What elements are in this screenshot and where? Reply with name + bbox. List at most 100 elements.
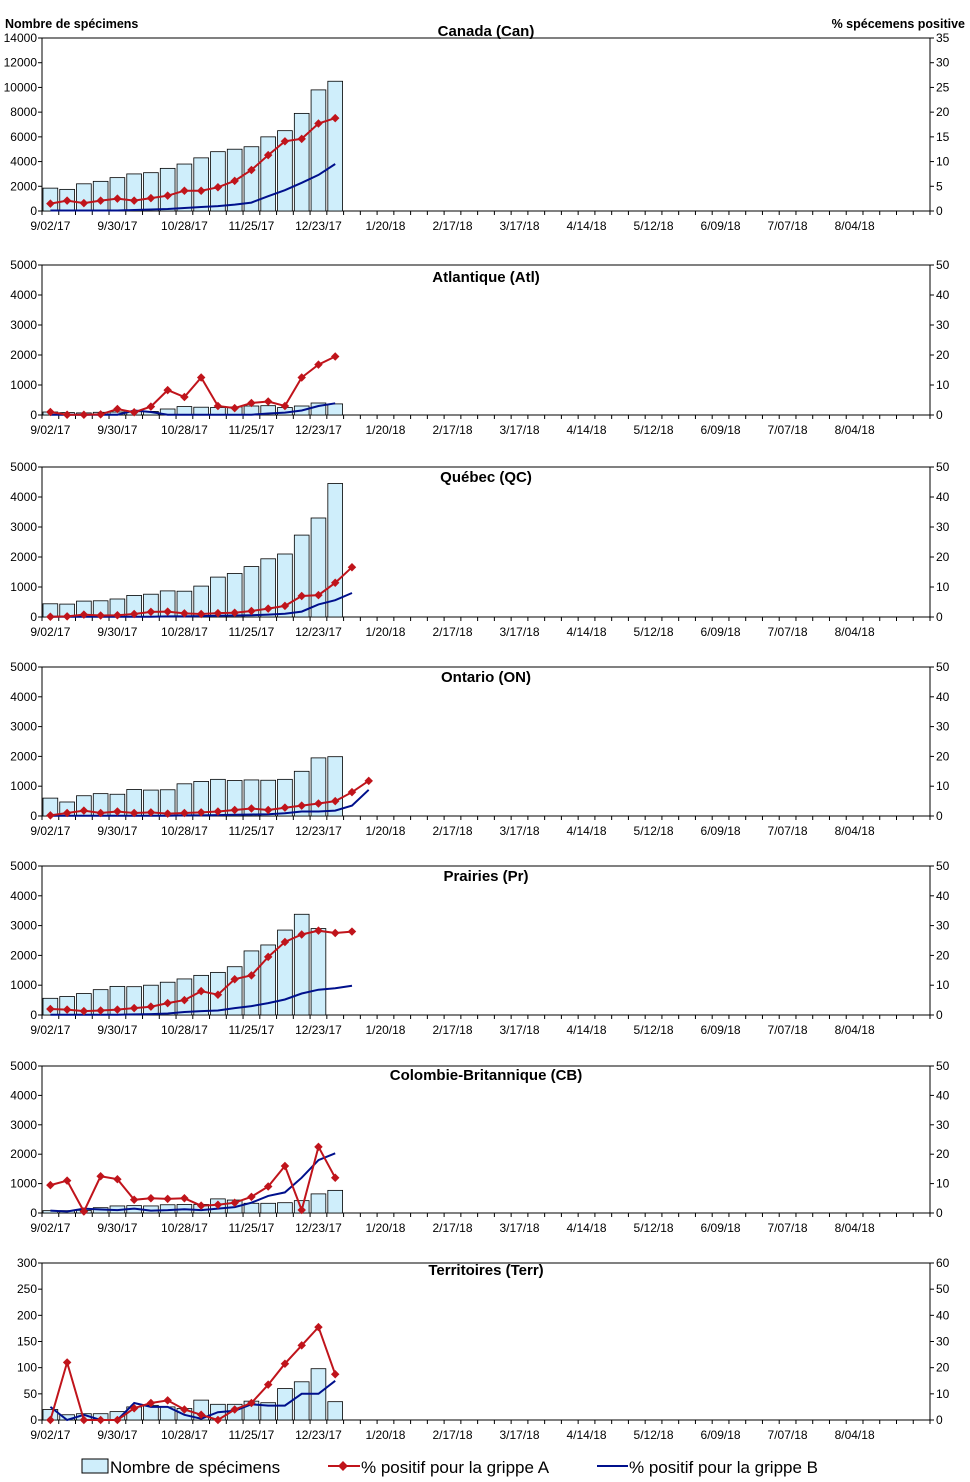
flu-a-point — [314, 799, 323, 808]
specimen-bar — [260, 1202, 276, 1214]
specimen-bar — [210, 151, 226, 212]
y2-tick-label: 20 — [936, 1147, 950, 1161]
specimen-bar — [260, 944, 276, 1016]
flu-a-point — [263, 805, 273, 815]
x-tick-label: 5/12/18 — [634, 423, 674, 437]
flu-a-point — [347, 787, 357, 797]
flu-a-point — [46, 407, 55, 417]
specimen-bar — [159, 167, 176, 212]
specimen-bar — [260, 779, 276, 817]
flu-a-point — [263, 1380, 273, 1389]
x-tick-label: 2/17/18 — [432, 1428, 472, 1442]
flu-a-point — [247, 165, 256, 175]
y2-tick-label: 0 — [936, 1206, 943, 1220]
x-tick-label: 4/14/18 — [567, 219, 607, 233]
x-tick-label: 9/02/17 — [30, 1221, 70, 1235]
y-tick-label: 2000 — [10, 550, 37, 564]
x-tick-label: 10/28/17 — [161, 1221, 208, 1235]
flu-a-point — [280, 137, 290, 146]
flu-a-point — [280, 401, 290, 411]
flu-a-point — [280, 1359, 290, 1368]
x-tick-label: 1/20/18 — [365, 824, 405, 838]
y2-tick-label: 50 — [936, 1282, 950, 1296]
x-tick-label: 12/23/17 — [295, 824, 342, 838]
x-tick-label: 11/25/17 — [229, 423, 275, 437]
x-tick-label: 5/12/18 — [634, 824, 674, 838]
x-tick-label: 2/17/18 — [432, 824, 472, 838]
y2-tick-label: 5 — [936, 179, 943, 193]
y2-tick-label: 20 — [936, 948, 950, 962]
x-tick-label: 3/17/18 — [499, 1428, 539, 1442]
y2-tick-label: 40 — [936, 690, 950, 704]
chart-title: Prairies (Pr) — [443, 868, 528, 885]
x-tick-label: 3/17/18 — [499, 625, 539, 639]
y2-tick-label: 50 — [936, 460, 950, 474]
y2-tick-label: 30 — [936, 520, 950, 534]
flu-b-line — [50, 1152, 336, 1213]
y2-tick-label: 10 — [936, 580, 950, 594]
x-tick-label: 4/14/18 — [567, 625, 607, 639]
specimen-bar — [327, 80, 343, 212]
x-tick-label: 9/30/17 — [97, 219, 137, 233]
flu-b-line — [50, 163, 336, 212]
flu-a-line — [50, 1144, 337, 1214]
x-tick-label: 10/28/17 — [161, 219, 208, 233]
y-tick-label: 3000 — [10, 1118, 37, 1132]
y2-tick-label: 10 — [936, 978, 950, 992]
specimen-bar — [327, 403, 343, 416]
x-tick-label: 5/12/18 — [634, 1023, 674, 1037]
flu-a-point — [280, 1161, 290, 1171]
specimen-bar — [277, 929, 293, 1016]
flu-a-point — [330, 928, 340, 938]
y-tick-label: 10000 — [4, 80, 38, 94]
specimen-bar — [310, 89, 327, 212]
y-tick-label: 4000 — [10, 1088, 37, 1102]
flu-a-point — [46, 199, 55, 208]
x-tick-label: 2/17/18 — [432, 1221, 472, 1235]
chart-atlantique-atl: Atlantique (Atl) 0 1000 2000 3000 4000 5000 0 10… — [10, 258, 949, 437]
y-tick-label: 200 — [17, 1308, 37, 1322]
flu-a-point — [314, 590, 323, 600]
flu-a-point — [314, 1142, 323, 1152]
y2-tick-label: 60 — [936, 1256, 950, 1270]
x-tick-label: 3/17/18 — [499, 1023, 539, 1037]
y-tick-label: 250 — [17, 1282, 37, 1296]
y2-tick-label: 30 — [936, 318, 950, 332]
y2-tick-label: 10 — [936, 1387, 950, 1401]
y2-tick-label: 40 — [936, 288, 950, 302]
y-tick-label: 2000 — [10, 179, 37, 193]
specimen-bar — [293, 1381, 310, 1421]
y-tick-label: 4000 — [10, 288, 37, 302]
x-tick-label: 4/14/18 — [567, 1023, 607, 1037]
x-tick-label: 8/04/18 — [835, 625, 875, 639]
y-tick-label: 3000 — [10, 919, 37, 933]
x-tick-label: 8/04/18 — [835, 1221, 875, 1235]
y2-tick-label: 20 — [936, 749, 950, 763]
legend-flu-a-label: % positif pour la grippe A — [361, 1458, 550, 1477]
flu-a-point — [297, 1341, 306, 1350]
y-tick-label: 2000 — [10, 948, 37, 962]
x-tick-label: 6/09/18 — [701, 1221, 741, 1235]
x-tick-label: 7/07/18 — [768, 1428, 808, 1442]
specimen-bar — [243, 566, 260, 618]
x-tick-label: 9/02/17 — [30, 219, 70, 233]
flu-a-point — [213, 183, 223, 192]
flu-a-point — [330, 113, 340, 123]
flu-a-point — [314, 926, 323, 935]
x-tick-label: 4/14/18 — [567, 824, 607, 838]
x-tick-label: 8/04/18 — [835, 1023, 875, 1037]
flu-a-point — [297, 373, 306, 382]
x-tick-label: 3/17/18 — [499, 219, 539, 233]
y-tick-label: 150 — [17, 1335, 37, 1349]
x-tick-label: 10/28/17 — [161, 1023, 208, 1037]
flu-a-point — [280, 803, 290, 812]
y2-tick-label: 10 — [936, 779, 950, 793]
y2-tick-label: 50 — [936, 859, 950, 873]
x-tick-label: 10/28/17 — [161, 423, 208, 437]
chart-title: Territoires (Terr) — [428, 1262, 543, 1279]
x-tick-label: 12/23/17 — [295, 1428, 342, 1442]
flu-a-point — [297, 591, 306, 601]
y-tick-label: 100 — [17, 1361, 37, 1375]
y2-tick-label: 10 — [936, 1177, 950, 1191]
right-axis-title: % spécemens positive — [832, 17, 965, 31]
